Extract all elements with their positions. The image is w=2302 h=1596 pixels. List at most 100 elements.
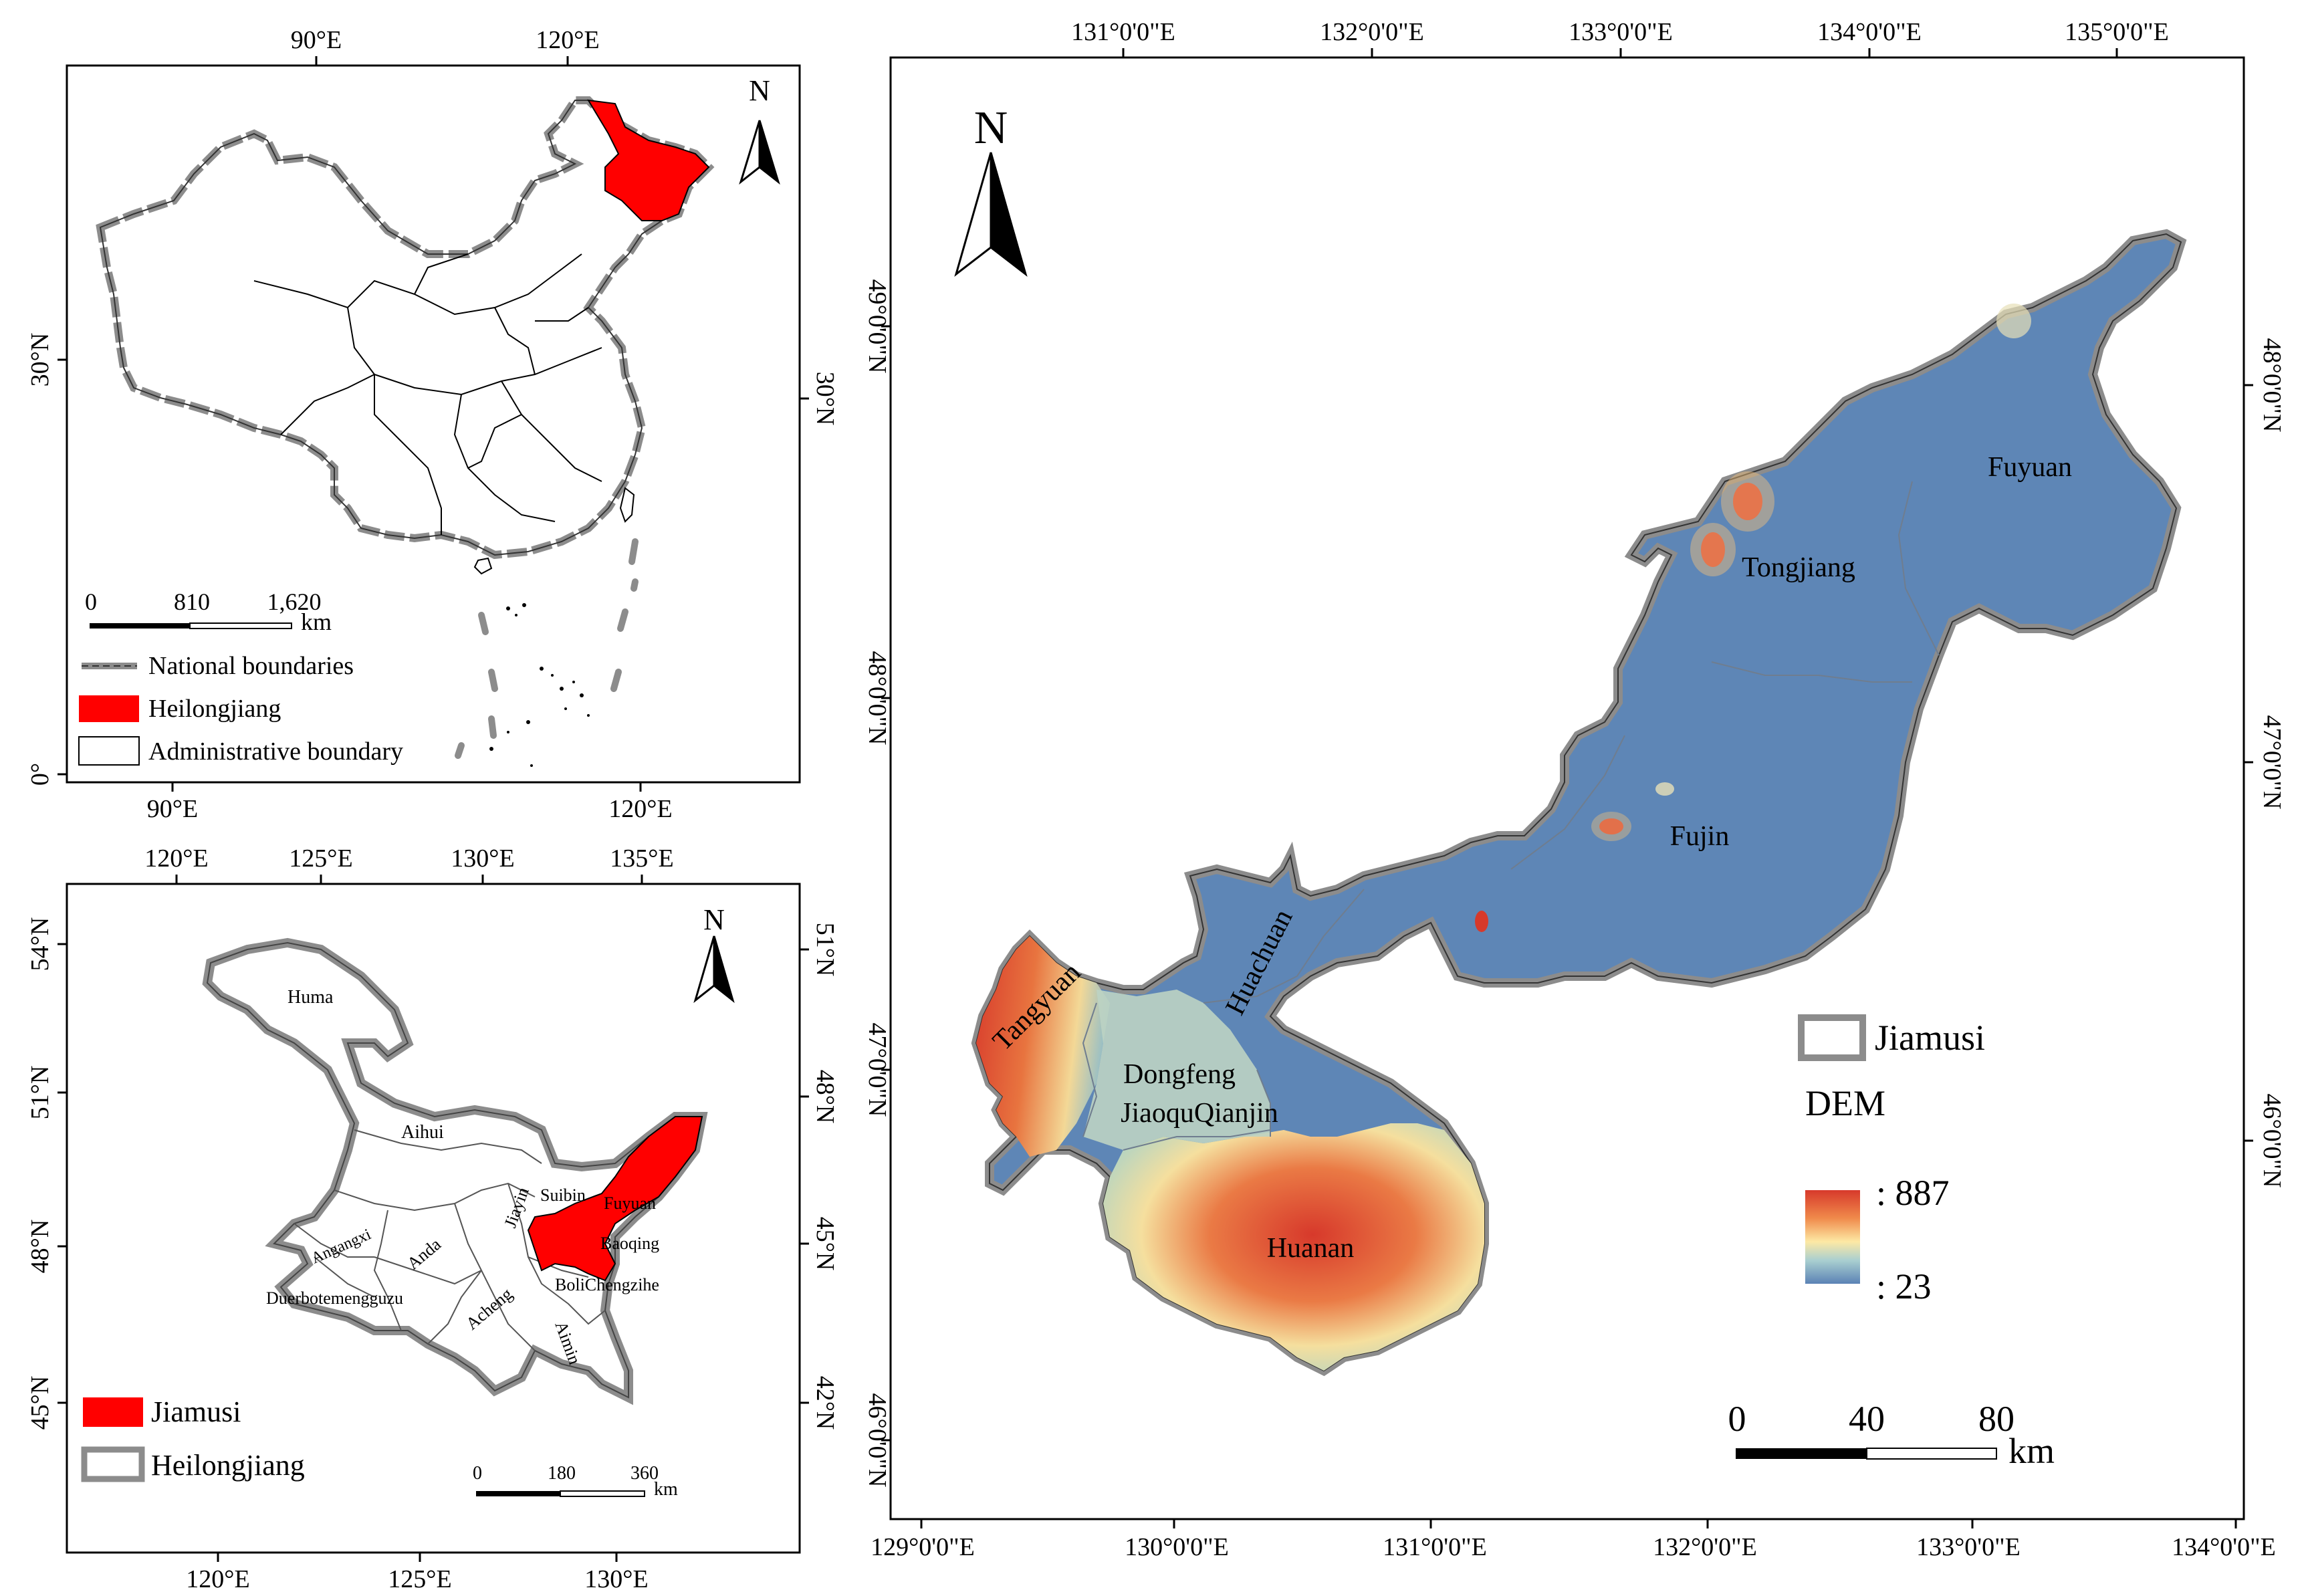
china-top-tick-1: 120°E [536,26,599,54]
jms-left-tick-2: 47°0'0"N [863,1023,891,1117]
jiamusi-highlight [527,1116,703,1282]
jiamusi-legend: Jiamusi DEM : 887 : 23 [1798,1014,1985,1306]
jms-bottom-tick-3: 132°0'0"E [1653,1533,1757,1561]
jms-county-huanan: Huanan [1267,1233,1355,1264]
highland-patches [1475,304,2031,932]
jms-top-tick-0: 131°0'0"E [1071,18,1175,46]
hlj-legend: Jiamusi Heilongjiang [81,1395,305,1482]
jms-bottom-tick-4: 133°0'0"E [1916,1533,2021,1561]
china-left-tick-0: 30°N [26,333,54,387]
jms-legend-boundary-swatch [1798,1014,1866,1061]
jms-scale-unit: km [2008,1431,2055,1471]
jms-legend-high: : 887 [1876,1173,1950,1213]
china-scale-label-0: 0 [85,588,97,615]
south-china-sea-islands [489,603,590,767]
china-north-arrow: N [739,74,780,185]
hlj-left-tick-2: 48°N [26,1220,54,1274]
hlj-city-fuyuan: Fuyuan [604,1193,656,1213]
hlj-legend-label-1: Heilongjiang [151,1449,305,1482]
hlj-left-tick-1: 51°N [26,1066,54,1120]
china-legend-red-swatch [79,695,139,722]
jms-top-tick-4: 135°0'0"E [2065,18,2169,46]
jiamusi-county-boundaries [1082,481,1940,1151]
jiamusi-north-arrow: N [954,102,1028,277]
jms-left-tick-0: 49°0'0"N [863,279,891,374]
jms-county-fuyuan: Fuyuan [1988,452,2072,483]
hlj-city-baoqing: Baoqing [600,1234,659,1253]
jms-county-jiaoquqianjin: JiaoquQianjin [1121,1098,1278,1129]
jms-legend-dem-ramp [1805,1190,1860,1284]
hlj-city-suibin: Suibin [540,1185,586,1205]
china-legend-label-2: Administrative boundary [148,737,403,766]
jms-legend-boundary-label: Jiamusi [1875,1018,1985,1058]
taiwan-island [619,487,635,523]
hlj-city-duerbotemengguzu: Duerbotemengguzu [266,1288,403,1308]
jms-top-tick-3: 134°0'0"E [1817,18,1922,46]
hlj-north-arrow: N [693,903,735,1004]
hlj-top-tick-2: 130°E [451,844,514,873]
hlj-right-tick-2: 45°N [811,1217,839,1271]
jms-bottom-tick-2: 131°0'0"E [1383,1533,1487,1561]
hlj-right-tick-3: 42°N [811,1376,839,1430]
jms-legend-low: : 23 [1876,1266,1932,1306]
jms-scale-label-1: 40 [1849,1399,1885,1439]
hlj-city-aihui: Aihui [401,1122,444,1143]
heilongjiang-panel: 120°E 125°E 130°E 135°E 120°E 125°E 130°… [26,844,839,1593]
jms-top-tick-1: 132°0'0"E [1320,18,1424,46]
china-scale-unit: km [301,608,332,635]
china-legend-label-1: Heilongjiang [148,695,281,723]
jms-bottom-tick-5: 134°0'0"E [2172,1533,2276,1561]
hlj-north-label: N [703,903,725,936]
hlj-scale-label-0: 0 [473,1463,482,1484]
jiamusi-scale-bar: 0 40 80 km [1728,1399,2055,1471]
china-left-tick-1: 0° [26,763,54,786]
hlj-right-tick-1: 48°N [811,1070,839,1124]
jms-scale-label-2: 80 [1978,1399,2015,1439]
hlj-city-huma: Huma [287,987,334,1008]
jms-bottom-tick-1: 130°0'0"E [1125,1533,1229,1561]
hlj-admin-boundaries [294,1129,606,1351]
jms-right-tick-0: 48°0'0"N [2258,338,2286,433]
china-scale-label-1: 810 [174,588,210,615]
hlj-scale-label-1: 180 [548,1463,576,1484]
jms-county-tongjiang: Tongjiang [1742,552,1855,583]
hlj-scale-unit: km [654,1479,678,1500]
dongfeng-lowland [1083,990,1270,1150]
jms-scale-label-0: 0 [1728,1399,1746,1439]
china-admin-boundaries [253,253,602,535]
hlj-city-bolichengzihe: BoliChengzihe [555,1275,659,1294]
hlj-scale-bar: 0 180 360 km [473,1463,678,1500]
hlj-top-tick-0: 120°E [144,844,208,873]
china-panel: 90°E 120°E 90°E 120°E 30°N 0° 30°N [26,26,839,823]
tangyuan-terrain [976,936,1110,1157]
china-legend-white-swatch [78,736,140,766]
hlj-left-tick-0: 54°N [26,917,54,972]
jms-county-dongfeng: Dongfeng [1123,1059,1236,1090]
hlj-scale-label-2: 360 [630,1463,659,1484]
hlj-bottom-tick-0: 120°E [186,1565,249,1593]
jiamusi-panel: 131°0'0"E 132°0'0"E 133°0'0"E 134°0'0"E … [863,18,2286,1561]
jms-north-label: N [974,102,1008,154]
jms-bottom-tick-0: 129°0'0"E [871,1533,975,1561]
china-scale-bar: 0 810 1,620 km [85,588,332,635]
jms-left-tick-1: 48°0'0"N [863,651,891,746]
jms-legend-dem-title: DEM [1805,1083,1885,1123]
jms-right-tick-1: 47°0'0"N [2258,715,2286,810]
china-right-tick-0: 30°N [811,372,839,426]
hlj-legend-outline-swatch [81,1446,145,1482]
hlj-top-tick-1: 125°E [289,844,352,873]
china-legend: National boundaries Heilongjiang Adminis… [78,652,403,766]
hlj-top-tick-3: 135°E [610,844,673,873]
jms-left-tick-3: 46°0'0"N [863,1393,891,1488]
china-north-label: N [749,74,770,107]
hlj-bottom-tick-1: 125°E [388,1565,451,1593]
jms-county-fujin: Fujin [1670,821,1730,852]
china-bottom-tick-1: 120°E [608,795,672,823]
china-bottom-tick-0: 90°E [147,795,198,823]
hlj-legend-label-0: Jiamusi [151,1395,241,1428]
china-top-tick-0: 90°E [291,26,342,54]
jms-top-tick-2: 133°0'0"E [1569,18,1673,46]
hlj-right-tick-0: 51°N [811,923,839,977]
hainan-island [473,557,493,575]
